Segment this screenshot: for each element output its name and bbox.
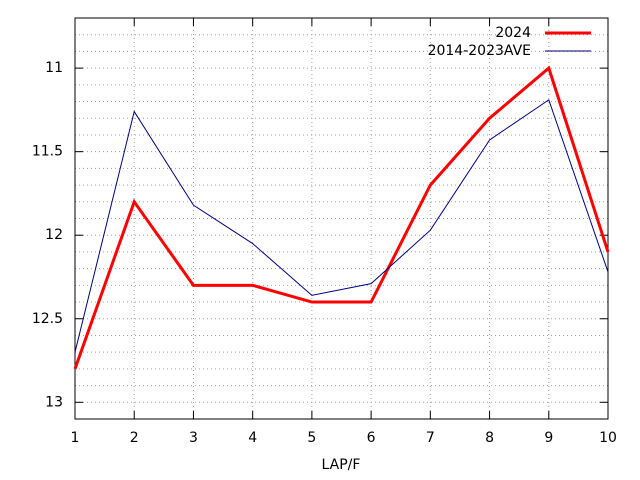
- x-tick-label: 7: [426, 430, 435, 446]
- x-tick-label: 9: [544, 430, 553, 446]
- y-tick-label: 12.5: [32, 311, 63, 327]
- x-tick-label: 1: [71, 430, 80, 446]
- y-tick-label: 12: [45, 227, 63, 243]
- legend-label: 2014-2023AVE: [428, 43, 531, 59]
- y-tick-label: 13: [45, 394, 63, 410]
- series-line: [73, 65, 610, 370]
- x-tick-label: 8: [485, 430, 494, 446]
- x-tick-label: 6: [367, 430, 376, 446]
- x-tick-label: 4: [248, 430, 257, 446]
- y-tick-label: 11: [45, 60, 63, 76]
- x-axis-label: LAP/F: [322, 457, 361, 473]
- y-tick-label: 11.5: [32, 144, 63, 160]
- x-tick-label: 5: [307, 430, 316, 446]
- x-tick-label: 3: [189, 430, 198, 446]
- x-tick-label: 10: [599, 430, 617, 446]
- series-line: [74, 99, 609, 353]
- plot-frame: [74, 17, 609, 420]
- legend-label: 2024: [495, 25, 531, 41]
- x-tick-label: 2: [130, 430, 139, 446]
